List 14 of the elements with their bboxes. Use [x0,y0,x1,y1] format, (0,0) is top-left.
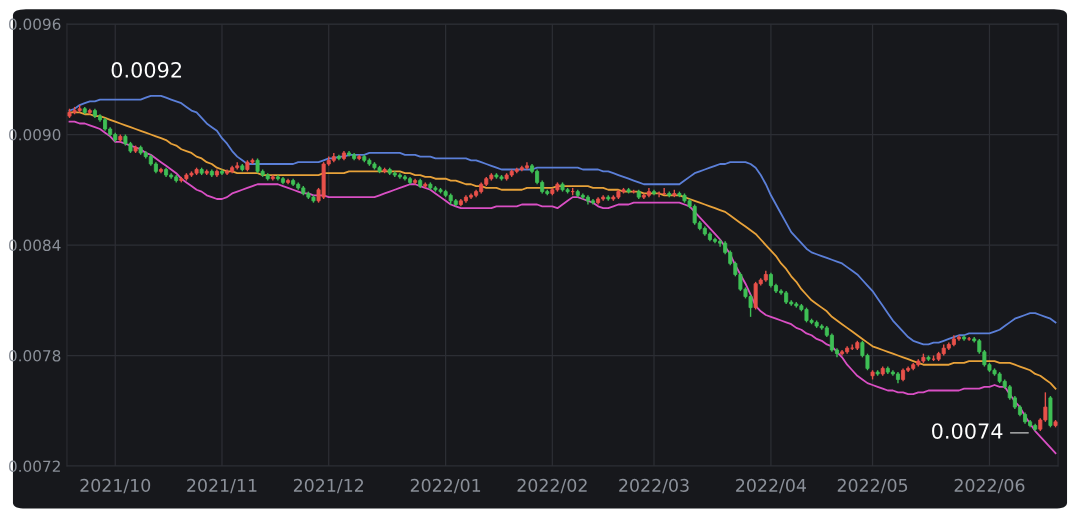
line-series [68,94,1057,346]
x-tick-label: 2021/11 [187,478,257,494]
x-tick-label: 2022/02 [517,478,587,494]
x-tick-label: 2022/04 [736,478,806,494]
candlestick [524,161,529,171]
x-tick-label: 2022/05 [837,478,908,494]
x-tick-label: 2022/06 [954,478,1025,494]
annotation: 0.0074 [932,423,1003,439]
x-tick-label: 2022/03 [619,478,689,494]
annotation: 0.0092 [111,62,182,78]
x-tick-label: 2022/01 [410,478,481,494]
x-tick-label: 2021/10 [80,478,151,494]
x-tick-label: 2021/12 [293,478,364,494]
line-series [68,120,1057,455]
